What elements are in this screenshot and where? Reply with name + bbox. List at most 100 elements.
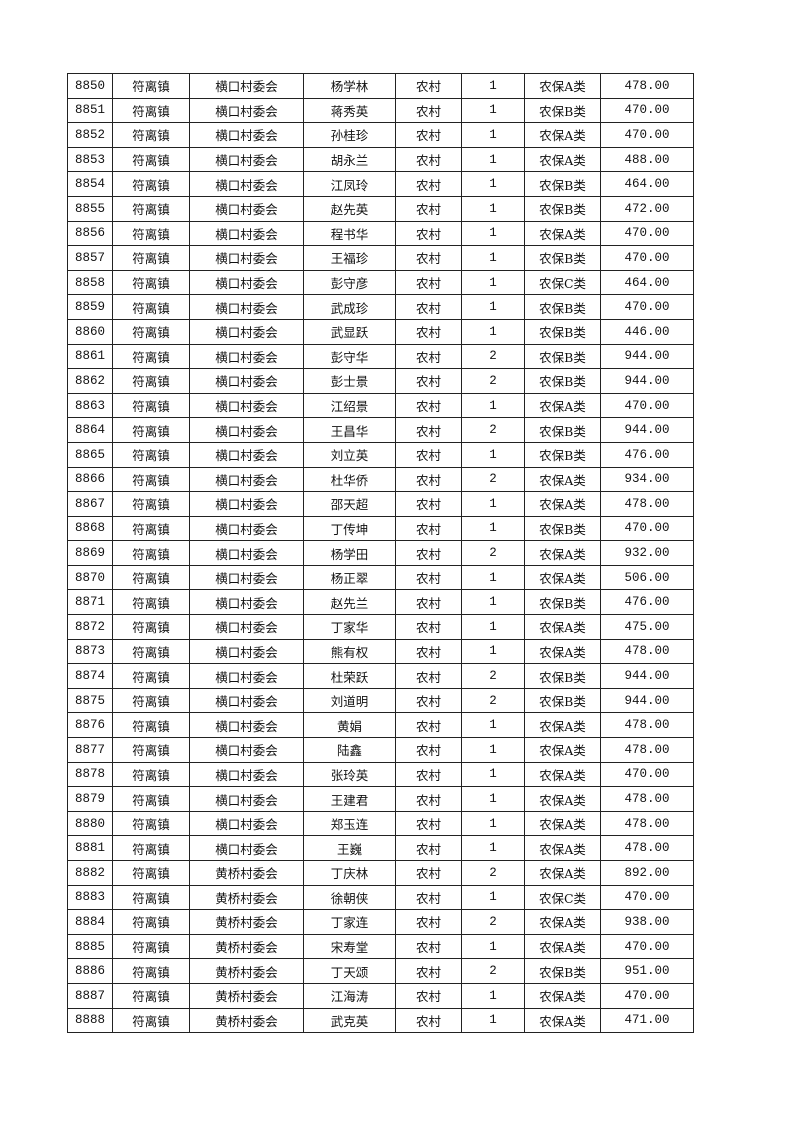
cell-area-type: 农村 (395, 294, 462, 320)
cell-amount: 470.00 (600, 97, 694, 124)
cell-name: 王昌华 (303, 417, 396, 443)
cell-area-type: 农村 (395, 466, 462, 493)
cell-town: 符离镇 (112, 491, 190, 517)
cell-village-committee: 横口村委会 (189, 294, 304, 320)
cell-insurance-category: 农保A类 (524, 737, 601, 763)
cell-row-number: 8885 (67, 933, 113, 960)
cell-row-number: 8872 (67, 614, 113, 640)
cell-insurance-category: 农保B类 (524, 417, 601, 443)
cell-village-committee: 黄桥村委会 (189, 909, 304, 935)
cell-insurance-category: 农保B类 (524, 441, 601, 468)
cell-amount: 488.00 (600, 146, 694, 173)
cell-village-committee: 横口村委会 (189, 441, 304, 468)
cell-name: 邵天超 (303, 491, 396, 517)
cell-name: 赵先兰 (303, 589, 396, 616)
cell-village-committee: 横口村委会 (189, 564, 304, 591)
cell-household-count: 1 (461, 122, 525, 148)
cell-household-count: 1 (461, 810, 525, 837)
cell-amount: 944.00 (600, 663, 694, 689)
cell-name: 熊有权 (303, 638, 396, 665)
cell-household-count: 1 (461, 564, 525, 591)
cell-row-number: 8881 (67, 835, 113, 861)
cell-town: 符离镇 (112, 564, 190, 591)
cell-area-type: 农村 (395, 761, 462, 788)
cell-row-number: 8867 (67, 491, 113, 517)
table-row: 8864 符离镇 横口村委会 王昌华 农村 2 农保B类 944.00 (67, 417, 694, 443)
cell-name: 胡永兰 (303, 146, 396, 173)
cell-town: 符离镇 (112, 835, 190, 861)
cell-amount: 478.00 (600, 835, 694, 861)
cell-village-committee: 横口村委会 (189, 638, 304, 665)
cell-amount: 944.00 (600, 368, 694, 394)
cell-town: 符离镇 (112, 614, 190, 640)
cell-insurance-category: 农保A类 (524, 860, 601, 886)
cell-amount: 478.00 (600, 491, 694, 517)
table-row: 8887 符离镇 黄桥村委会 江海涛 农村 1 农保A类 470.00 (67, 982, 694, 1009)
cell-area-type: 农村 (395, 343, 462, 370)
cell-amount: 478.00 (600, 810, 694, 837)
cell-household-count: 1 (461, 835, 525, 861)
cell-row-number: 8853 (67, 146, 113, 173)
cell-household-count: 2 (461, 687, 525, 714)
cell-area-type: 农村 (395, 737, 462, 763)
cell-name: 丁传坤 (303, 515, 396, 542)
cell-row-number: 8865 (67, 441, 113, 468)
table-row: 8877 符离镇 横口村委会 陆鑫 农村 1 农保A类 478.00 (67, 737, 694, 763)
cell-household-count: 1 (461, 1007, 525, 1034)
cell-row-number: 8861 (67, 343, 113, 370)
table-row: 8875 符离镇 横口村委会 刘道明 农村 2 农保B类 944.00 (67, 687, 694, 714)
table-row: 8850 符离镇 横口村委会 杨学林 农村 1 农保A类 478.00 (67, 73, 694, 99)
cell-insurance-category: 农保A类 (524, 933, 601, 960)
cell-household-count: 1 (461, 441, 525, 468)
cell-village-committee: 横口村委会 (189, 663, 304, 689)
cell-household-count: 1 (461, 245, 525, 271)
cell-household-count: 2 (461, 909, 525, 935)
cell-area-type: 农村 (395, 97, 462, 124)
cell-insurance-category: 农保A类 (524, 835, 601, 861)
cell-area-type: 农村 (395, 884, 462, 911)
cell-area-type: 农村 (395, 318, 462, 345)
cell-amount: 478.00 (600, 737, 694, 763)
cell-town: 符离镇 (112, 318, 190, 345)
cell-amount: 470.00 (600, 122, 694, 148)
cell-row-number: 8857 (67, 245, 113, 271)
cell-name: 宋寿堂 (303, 933, 396, 960)
cell-village-committee: 横口村委会 (189, 810, 304, 837)
cell-amount: 478.00 (600, 638, 694, 665)
cell-amount: 470.00 (600, 245, 694, 271)
cell-village-committee: 黄桥村委会 (189, 933, 304, 960)
cell-insurance-category: 农保A类 (524, 786, 601, 812)
cell-town: 符离镇 (112, 589, 190, 616)
cell-amount: 446.00 (600, 318, 694, 345)
cell-insurance-category: 农保C类 (524, 884, 601, 911)
cell-town: 符离镇 (112, 1007, 190, 1034)
cell-insurance-category: 农保A类 (524, 712, 601, 739)
cell-area-type: 农村 (395, 933, 462, 960)
cell-insurance-category: 农保B类 (524, 368, 601, 394)
cell-household-count: 1 (461, 171, 525, 197)
cell-amount: 471.00 (600, 1007, 694, 1034)
table-row: 8866 符离镇 横口村委会 杜华侨 农村 2 农保A类 934.00 (67, 466, 694, 493)
table-body: 8850 符离镇 横口村委会 杨学林 农村 1 农保A类 478.00 8851 符离镇 横口村委会… (67, 73, 694, 1034)
cell-insurance-category: 农保A类 (524, 146, 601, 173)
cell-name: 郑玉连 (303, 810, 396, 837)
cell-village-committee: 横口村委会 (189, 835, 304, 861)
cell-name: 杜荣跃 (303, 663, 396, 689)
cell-household-count: 1 (461, 294, 525, 320)
cell-row-number: 8858 (67, 269, 113, 296)
cell-household-count: 2 (461, 958, 525, 984)
cell-village-committee: 横口村委会 (189, 392, 304, 419)
table-row: 8852 符离镇 横口村委会 孙桂珍 农村 1 农保A类 470.00 (67, 122, 694, 148)
table-row: 8867 符离镇 横口村委会 邵天超 农村 1 农保A类 478.00 (67, 491, 694, 517)
cell-village-committee: 横口村委会 (189, 417, 304, 443)
cell-area-type: 农村 (395, 122, 462, 148)
cell-area-type: 农村 (395, 958, 462, 984)
cell-insurance-category: 农保A类 (524, 909, 601, 935)
cell-town: 符离镇 (112, 810, 190, 837)
cell-village-committee: 横口村委会 (189, 761, 304, 788)
cell-amount: 938.00 (600, 909, 694, 935)
cell-row-number: 8852 (67, 122, 113, 148)
cell-insurance-category: 农保A类 (524, 614, 601, 640)
table-row: 8857 符离镇 横口村委会 王福珍 农村 1 农保B类 470.00 (67, 245, 694, 271)
cell-amount: 470.00 (600, 761, 694, 788)
